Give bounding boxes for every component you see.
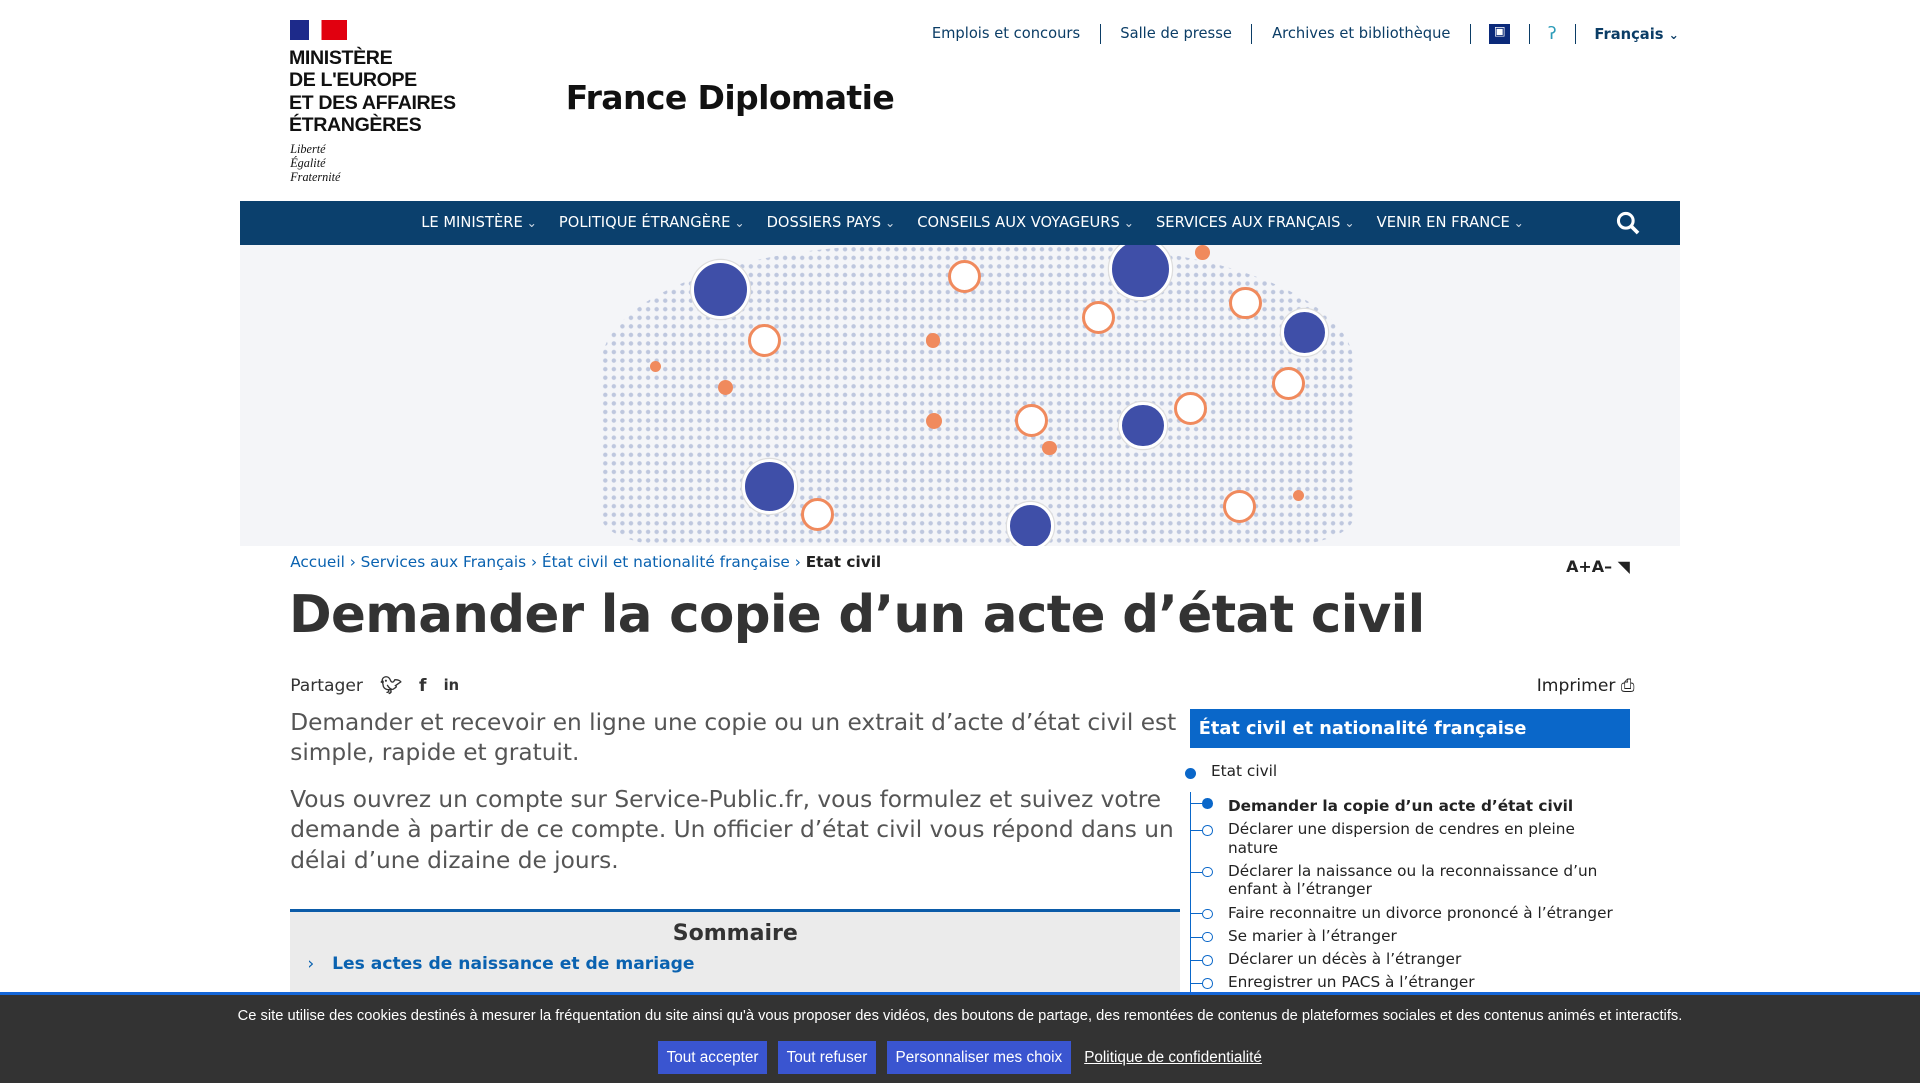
intro: Demander et recevoir en ligne une copie … (290, 708, 1184, 893)
accept-all-button[interactable]: Tout accepter (658, 1041, 768, 1075)
logo-line: MINISTÈRE (288, 46, 393, 69)
intro-paragraph: Vous ouvrez un compte sur Service-Public… (290, 785, 1174, 875)
customize-button[interactable]: Personnaliser mes choix (886, 1041, 1071, 1075)
site-title[interactable]: France Diplomatie (565, 78, 895, 118)
font-controls: A+A– ◥ (1566, 557, 1630, 576)
intro-paragraph: Demander et recevoir en ligne une copie … (290, 708, 1177, 767)
ministry-logo-text[interactable]: MINISTÈRE DE L'EUROPE ET DES AFFAIRES ÉT… (289, 47, 456, 138)
sommaire-title: Sommaire (672, 921, 798, 947)
cookie-banner: Ce site utilise des cookies destinés à m… (0, 991, 1920, 1083)
cookie-text: Ce site utilise des cookies destinés à m… (237, 1008, 1683, 1025)
sommaire-item-label: Les actes de naissance et de mariage (332, 953, 695, 974)
logo-line: ÉTRANGÈRES (288, 114, 422, 137)
sidebar-item-pacs[interactable]: Enregistrer un PACS à l’étranger (1191, 972, 1630, 995)
linkedin-icon[interactable]: in (443, 677, 460, 695)
rss-icon[interactable]: ◥ (1617, 557, 1630, 577)
sidebar-item-deces[interactable]: Déclarer un décès à l’étranger (1191, 949, 1630, 972)
search-icon[interactable] (1616, 211, 1640, 235)
facebook-icon[interactable]: f (418, 675, 427, 696)
devise-line: Égalité (290, 156, 326, 171)
page-title: Demander la copie d’un acte d’état civil (288, 585, 1425, 646)
chevron-right-icon: › (307, 953, 315, 974)
logo-line: ET DES AFFAIRES (288, 91, 456, 114)
nav-politique[interactable]: POLITIQUE ÉTRANGÈRE (559, 214, 745, 231)
language-label: Français (1594, 25, 1664, 43)
sidebar-item-naissance[interactable]: Déclarer la naissance ou la reconnaissan… (1191, 861, 1630, 903)
breadcrumb-etat-civil-nationalite[interactable]: État civil et nationalité française (541, 553, 790, 572)
share-label: Partager (290, 675, 363, 696)
print-label: Imprimer (1536, 675, 1616, 696)
nav-services[interactable]: SERVICES AUX FRANÇAIS (1156, 214, 1355, 231)
main-nav: LE MINISTÈRE POLITIQUE ÉTRANGÈRE DOSSIER… (240, 200, 1680, 245)
breadcrumb-services[interactable]: Services aux Français (360, 553, 527, 572)
font-decrease-button[interactable]: A– (1591, 557, 1613, 577)
sidebar-title[interactable]: État civil et nationalité française (1190, 708, 1630, 749)
logo-line: DE L'EUROPE (288, 69, 417, 92)
font-increase-button[interactable]: A+ (1566, 557, 1592, 577)
hero-banner-world-map (240, 244, 1680, 547)
breadcrumb-current: Etat civil (805, 553, 882, 572)
sidebar-nav: État civil et nationalité française Etat… (1185, 708, 1630, 996)
sidebar-item-copie-acte[interactable]: Demander la copie d’un acte d’état civil (1191, 792, 1630, 819)
devise-line: Fraternité (290, 170, 341, 185)
nav-ministere[interactable]: LE MINISTÈRE (421, 214, 537, 231)
sidebar-item-divorce[interactable]: Faire reconnaitre un divorce prononcé à … (1191, 902, 1630, 925)
sidebar-item-dispersion-cendres[interactable]: Déclarer une dispersion de cendres en pl… (1191, 819, 1630, 861)
breadcrumb-accueil[interactable]: Accueil (290, 553, 345, 572)
sidebar-item-mariage[interactable]: Se marier à l’étranger (1191, 926, 1630, 949)
sign-language-icon[interactable]: ▣ (1471, 24, 1530, 45)
chevron-down-icon: ⌄ (1668, 27, 1679, 42)
link-archives[interactable]: Archives et bibliothèque (1252, 24, 1472, 45)
link-presse[interactable]: Salle de presse (1101, 24, 1253, 45)
nav-conseils[interactable]: CONSEILS AUX VOYAGEURS (917, 214, 1134, 231)
sidebar-section[interactable]: Etat civil (1185, 748, 1630, 792)
refuse-all-button[interactable]: Tout refuser (778, 1041, 876, 1075)
share-bar: Partager 🐦︎ f in (290, 676, 459, 696)
privacy-policy-link[interactable]: Politique de confidentialité (1084, 1048, 1262, 1066)
twitter-icon[interactable]: 🐦︎ (380, 675, 402, 696)
nav-venir[interactable]: VENIR EN FRANCE (1377, 214, 1524, 231)
nav-dossiers[interactable]: DOSSIERS PAYS (767, 214, 896, 231)
top-links: Emplois et concours Salle de presse Arch… (912, 24, 1679, 44)
language-select[interactable]: Français ⌄ (1576, 26, 1679, 43)
sommaire-item[interactable]: › Les actes de naissance et de mariage (307, 954, 1180, 974)
breadcrumb: Accueil › Services aux Français › État c… (290, 553, 882, 572)
marianne-logo[interactable] (290, 19, 347, 41)
devise: Liberté Égalité Fraternité (290, 142, 340, 184)
printer-icon: ⎙ (1620, 675, 1635, 696)
link-emplois[interactable]: Emplois et concours (912, 24, 1101, 45)
print-button[interactable]: Imprimer ⎙ (1537, 676, 1635, 696)
hearing-icon[interactable]: ʔ (1530, 24, 1577, 44)
devise-line: Liberté (290, 142, 326, 157)
